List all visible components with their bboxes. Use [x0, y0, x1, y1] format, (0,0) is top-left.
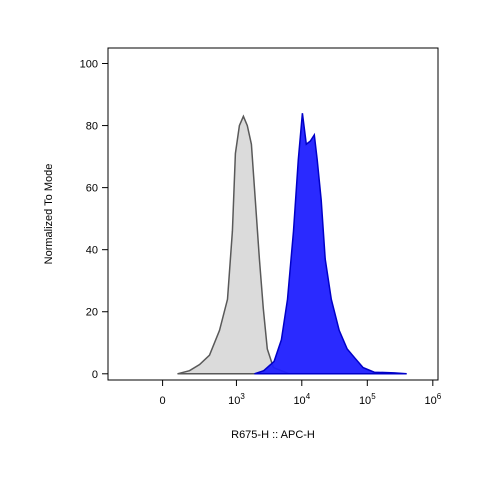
- x-tick-base: 10: [228, 395, 240, 407]
- y-tick-label: 100: [80, 59, 98, 71]
- y-tick-label: 80: [86, 121, 98, 133]
- y-tick-label: 0: [92, 369, 98, 381]
- plot-frame: [107, 47, 439, 381]
- y-axis-label: Normalized To Mode: [43, 164, 55, 265]
- x-tick-exponent: 4: [306, 392, 311, 401]
- x-axis-label: R675-H :: APC-H: [231, 429, 315, 441]
- x-tick-exponent: 5: [371, 392, 376, 401]
- x-tick-base: 10: [293, 395, 305, 407]
- x-tick-label: 106: [424, 392, 441, 407]
- histogram-area: [177, 114, 290, 375]
- x-tick-exponent: 6: [437, 392, 442, 401]
- x-tick-label: 105: [359, 392, 376, 407]
- histogram-area: [254, 113, 407, 375]
- y-tick-label: 20: [86, 307, 98, 319]
- x-tick-label: 104: [293, 392, 310, 407]
- x-tick-base: 10: [359, 395, 371, 407]
- y-tick-label: 60: [86, 183, 98, 195]
- x-tick-label: 0: [160, 395, 166, 407]
- x-tick-exponent: 3: [240, 392, 245, 401]
- y-tick-label: 40: [86, 245, 98, 257]
- x-tick-label: 103: [228, 392, 245, 407]
- x-tick-base: 10: [424, 395, 436, 407]
